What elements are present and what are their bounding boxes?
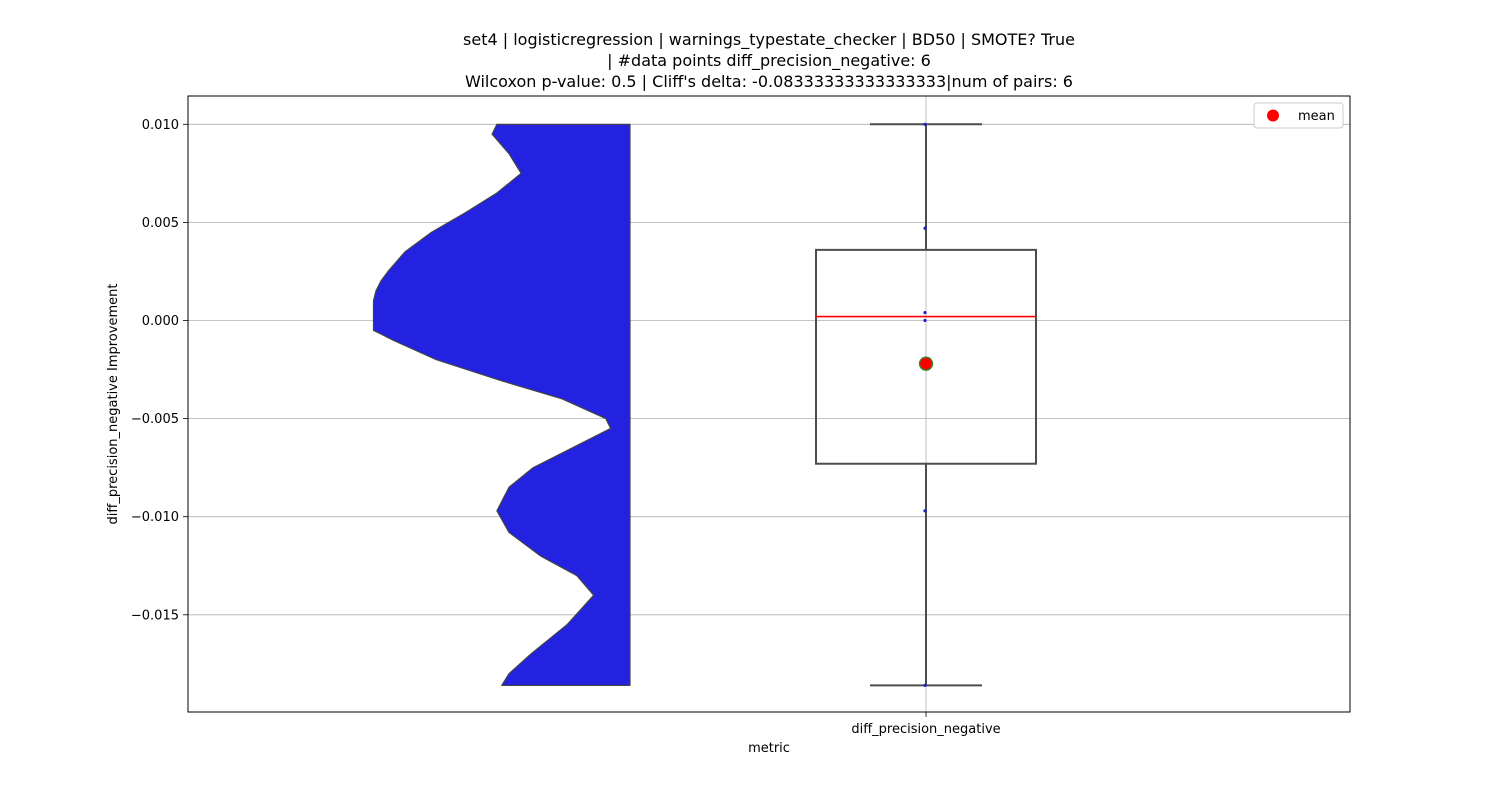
- plot-area: [187, 95, 1351, 713]
- y-axis-label: diff_precision_negative Improvement: [106, 284, 121, 525]
- chart-title-line-2: | #data points diff_precision_negative: …: [607, 51, 931, 70]
- data-point: [923, 318, 927, 323]
- data-point: [923, 311, 927, 315]
- y-tick-label: 0.005: [142, 216, 179, 231]
- y-axis: 0.010 0.005 0.000 −0.005 −0.010 −0.015: [131, 118, 188, 623]
- chart-title-line-3: Wilcoxon p-value: 0.5 | Cliff's delta: -…: [465, 72, 1073, 91]
- y-tick-label: 0.010: [142, 118, 179, 133]
- axes-frame: [187, 95, 1351, 713]
- legend: mean: [1253, 102, 1344, 129]
- legend-mean-label: mean: [1298, 109, 1335, 124]
- data-point: [923, 509, 927, 513]
- violin-body: [372, 123, 631, 687]
- y-tick-label: 0.000: [142, 314, 179, 329]
- x-axis: diff_precision_negative: [851, 712, 1001, 737]
- data-point: [923, 122, 927, 126]
- x-tick-label: diff_precision_negative: [851, 722, 1000, 737]
- legend-box: [1253, 102, 1344, 129]
- y-tick-label: −0.015: [131, 608, 179, 623]
- box-iqr: [815, 248, 1037, 465]
- mean-marker: [918, 356, 934, 371]
- y-tick-label: −0.010: [131, 510, 179, 525]
- data-point: [923, 226, 927, 230]
- y-tick-label: −0.005: [131, 412, 179, 427]
- data-point: [923, 683, 927, 688]
- x-axis-label: metric: [748, 741, 790, 756]
- chart-title-line-1: set4 | logisticregression | warnings_typ…: [463, 30, 1075, 49]
- legend-mean-marker: [1267, 109, 1279, 122]
